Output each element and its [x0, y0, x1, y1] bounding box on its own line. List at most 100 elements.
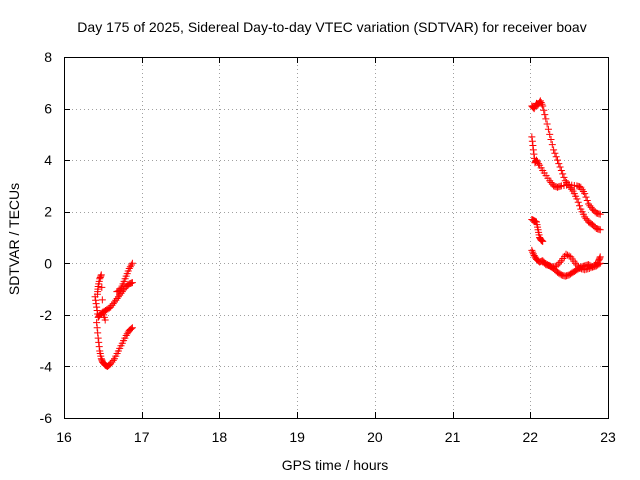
y-axis-label: SDTVAR / TECUs: [6, 183, 22, 295]
data-point: [545, 261, 553, 269]
data-point: [539, 258, 547, 266]
data-point: [585, 264, 593, 272]
data-point: [128, 259, 136, 267]
data-point: [128, 279, 136, 287]
data-point: [587, 264, 595, 272]
data-point: [97, 272, 105, 280]
data-point: [546, 130, 554, 138]
y-axis: -6 -4 -2 0 2 4 6 8: [40, 49, 608, 426]
data-point: [543, 261, 551, 269]
data-point: [560, 173, 568, 181]
data-point: [543, 120, 551, 128]
data-point: [565, 252, 573, 260]
data-point: [571, 259, 579, 267]
data-point: [596, 226, 604, 234]
x-tick-label: 18: [212, 429, 228, 445]
data-point: [109, 356, 117, 364]
data-point: [582, 193, 590, 201]
x-tick-label: 19: [289, 429, 305, 445]
data-point: [551, 149, 559, 157]
data-point: [596, 253, 604, 261]
data-point: [556, 258, 564, 266]
data-point: [564, 251, 572, 259]
y-tick-label: 4: [44, 152, 52, 168]
data-point: [127, 261, 135, 269]
x-tick-label: 22: [522, 429, 538, 445]
data-point: [557, 166, 565, 174]
grid-lines: [64, 57, 608, 418]
data-point: [540, 106, 548, 114]
data-point: [95, 343, 103, 351]
data-point: [576, 202, 584, 210]
y-tick-label: 2: [44, 204, 52, 220]
data-point: [93, 307, 101, 315]
plot-frame: [64, 57, 609, 419]
data-point: [92, 296, 100, 304]
data-point: [548, 141, 556, 149]
data-point: [544, 125, 552, 133]
data-point: [93, 303, 101, 311]
y-tick-label: 0: [44, 255, 52, 271]
data-point: [529, 250, 537, 258]
y-tick-label: 6: [44, 101, 52, 117]
data-point: [94, 329, 102, 337]
data-point: [539, 102, 547, 110]
x-tick-label: 17: [134, 429, 150, 445]
data-point: [540, 259, 548, 267]
data-point: [95, 338, 103, 346]
data-point: [553, 262, 561, 270]
data-point: [528, 133, 536, 141]
series-arc-c: [93, 319, 136, 370]
data-point: [535, 160, 543, 168]
data-point: [583, 197, 591, 205]
data-point: [542, 260, 550, 268]
x-tick-label: 21: [445, 429, 461, 445]
data-point: [555, 160, 563, 168]
data-point: [573, 261, 581, 269]
data-point: [91, 293, 99, 301]
data-point: [537, 99, 545, 107]
data-point: [529, 248, 537, 256]
data-point: [581, 190, 589, 198]
data-point: [552, 153, 560, 161]
x-tick-label: 23: [600, 429, 616, 445]
data-point: [553, 156, 561, 164]
data-point: [530, 105, 538, 113]
data-point: [93, 319, 101, 327]
data-point: [559, 170, 567, 178]
data-point: [128, 324, 136, 332]
data-point: [562, 250, 570, 258]
data-point: [596, 254, 604, 262]
data-point: [94, 334, 102, 342]
data-point: [539, 237, 547, 245]
data-point: [98, 296, 106, 304]
data-point: [556, 163, 564, 171]
y-tick-label: -2: [40, 307, 53, 323]
data-points: [91, 97, 604, 370]
series-arc-i: [539, 250, 604, 274]
data-point: [596, 210, 604, 218]
chart-title: Day 175 of 2025, Sidereal Day-to-day VTE…: [77, 19, 586, 35]
data-point: [127, 325, 135, 333]
data-point: [529, 142, 537, 150]
x-axis-label: GPS time / hours: [282, 457, 389, 473]
y-tick-label: 8: [44, 49, 52, 65]
data-point: [592, 260, 600, 268]
data-point: [574, 198, 582, 206]
series-arc-e: [528, 97, 604, 234]
data-point: [92, 300, 100, 308]
data-point: [541, 111, 549, 119]
data-point: [93, 324, 101, 332]
y-tick-label: -6: [40, 410, 53, 426]
series-arc-g: [528, 215, 547, 245]
x-axis: 16 17 18 19 20 21 22 23: [56, 57, 616, 445]
data-point: [538, 100, 546, 108]
data-point: [97, 271, 105, 279]
data-point: [554, 260, 562, 268]
data-point: [590, 262, 598, 270]
data-point: [529, 146, 537, 154]
series-arc-f: [528, 133, 604, 218]
data-point: [528, 137, 536, 145]
data-point: [528, 246, 536, 254]
